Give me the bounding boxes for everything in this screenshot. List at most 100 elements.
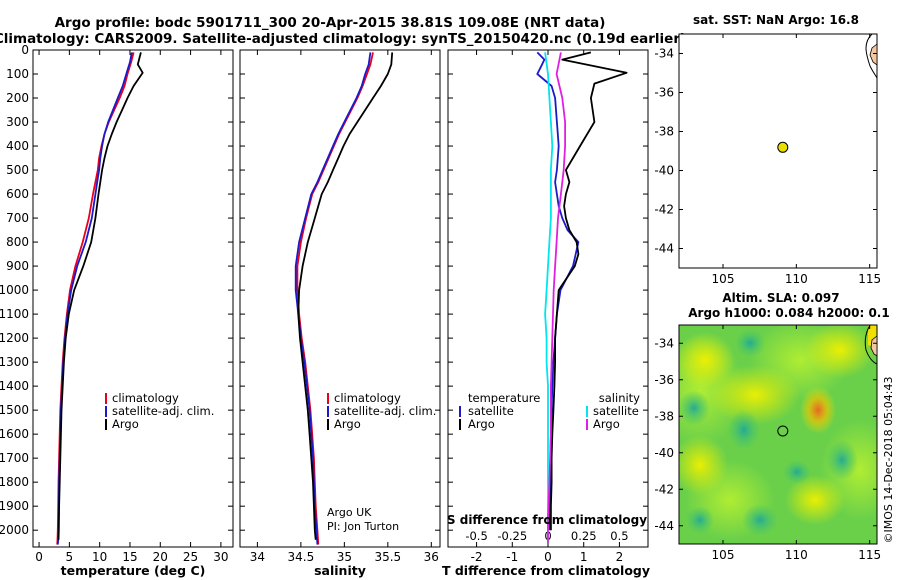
- x-tick-label: 15: [122, 550, 137, 564]
- s-tick-label: 0.25: [571, 529, 597, 543]
- sla-map-frame: [678, 324, 878, 545]
- legend-label-argo: Argo: [334, 417, 361, 431]
- series-line-satellite: [294, 52, 372, 545]
- series-line-argo: [297, 52, 394, 540]
- x-tick-label: 2: [616, 550, 624, 564]
- salinity-plot-frame: [239, 49, 441, 548]
- difference-panel: -2 -1 0 1 2 -0.5 -0.25 0 0.25 0.5 T difference f…: [442, 49, 650, 578]
- temperature-series: [56, 52, 144, 545]
- map-y-tick-label: -40: [654, 164, 674, 178]
- map-y-tick-label: -36: [654, 86, 674, 100]
- sla-map-title-line2: Argo h1000: 0.084 h2000: 0.1: [688, 306, 889, 320]
- map-y-tick-label: -42: [654, 482, 674, 496]
- map-y-tick-label: -42: [654, 203, 674, 217]
- legend-label-s-satellite: satellite: [593, 404, 639, 418]
- figure-title-line1: Argo profile: bodc 5901711_300 20-Apr-20…: [55, 15, 606, 31]
- depth-tick-label: 500: [6, 163, 29, 177]
- pi-annotation-line2: PI: Jon Turton: [327, 520, 399, 533]
- map-y-tick-label: -34: [654, 336, 674, 350]
- map-x-tick-label: 115: [858, 272, 881, 286]
- depth-tick-label: 300: [6, 115, 29, 129]
- difference-secondary-axis: -0.5 -0.25 0 0.25 0.5: [465, 529, 628, 543]
- map-y-tick-label: -38: [654, 409, 674, 423]
- depth-tick-label: 200: [6, 91, 29, 105]
- depth-tick-label: 1600: [0, 427, 29, 441]
- map-y-tick-label: -34: [654, 47, 674, 61]
- sla-float-marker: [777, 425, 789, 437]
- depth-tick-label: 600: [6, 187, 29, 201]
- map-y-tick-label: -40: [654, 446, 674, 460]
- x-tick-label: 30: [213, 550, 228, 564]
- figure-title-line2: Climatology: CARS2009. Satellite-adjuste…: [0, 31, 686, 47]
- temperature-legend: climatology satellite-adj. clim. Argo: [105, 391, 214, 431]
- sst-map-frame: [678, 33, 878, 269]
- depth-tick-label: 1500: [0, 403, 29, 417]
- legend-label-satellite: satellite-adj. clim.: [112, 404, 214, 418]
- x-tick-label: 25: [183, 550, 198, 564]
- depth-tick-label: 1900: [0, 499, 29, 513]
- depth-tick-label: 1100: [0, 307, 29, 321]
- legend-label-climatology: climatology: [112, 391, 179, 405]
- legend-label-t-satellite: satellite: [468, 404, 514, 418]
- pi-annotation-line1: Argo UK: [327, 506, 372, 519]
- x-tick-label: 1: [580, 550, 588, 564]
- x-tick-label: -1: [506, 550, 518, 564]
- series-line-s_argo: [547, 52, 566, 543]
- depth-tick-label: 2000: [0, 523, 29, 537]
- s-tick-label: 0.5: [610, 529, 628, 543]
- sst-float-marker: [777, 141, 789, 153]
- salinity-x-label: salinity: [314, 563, 366, 578]
- x-tick-label: 20: [153, 550, 168, 564]
- s-tick-label: -0.25: [497, 529, 527, 543]
- s-difference-label: S difference from climatology: [447, 513, 647, 527]
- depth-tick-label: 400: [6, 139, 29, 153]
- depth-tick-label: 700: [6, 211, 29, 225]
- depth-tick-label: 1300: [0, 355, 29, 369]
- x-tick-label: 34: [250, 550, 265, 564]
- depth-tick-label: 0: [21, 43, 29, 57]
- depth-tick-label: 800: [6, 235, 29, 249]
- temperature-x-axis: 0 5 10 15 20 25 30: [33, 49, 233, 564]
- imos-credit: ©IMOS 14-Dec-2018 05:04:43: [882, 377, 895, 544]
- legend-label-argo: Argo: [112, 417, 139, 431]
- depth-axis-ticks: 0 100 200 300 400 500 600 700 800 900 1000 1100 1200…: [0, 43, 29, 537]
- x-tick-label: 35.5: [374, 550, 401, 564]
- legend-header-temperature: temperature: [468, 391, 540, 405]
- map-x-tick-label: 105: [712, 272, 735, 286]
- legend-header-salinity: salinity: [599, 391, 640, 405]
- x-tick-label: 0: [544, 550, 552, 564]
- legend-label-satellite: satellite-adj. clim.: [334, 404, 436, 418]
- series-line-t_argo: [550, 51, 628, 531]
- x-tick-label: 5: [66, 550, 74, 564]
- temperature-x-label: temperature (deg C): [61, 563, 206, 578]
- legend-label-climatology: climatology: [334, 391, 401, 405]
- legend-label-s-argo: Argo: [593, 417, 620, 431]
- series-line-s_satellite: [544, 52, 554, 543]
- depth-tick-label: 1000: [0, 283, 29, 297]
- series-line-argo: [57, 52, 144, 540]
- map-x-tick-label: 110: [785, 272, 808, 286]
- x-tick-label: 10: [92, 550, 107, 564]
- map-y-tick-label: -38: [654, 125, 674, 139]
- difference-legend: temperature salinity satellite Argo sate…: [459, 391, 640, 431]
- sla-map-panel: Altim. SLA: 0.097 Argo h1000: 0.084 h200…: [654, 291, 889, 562]
- map-y-tick-label: -44: [654, 519, 674, 533]
- temperature-plot-frame: [32, 49, 234, 548]
- sst-map-axes: 105 110 115 -34 -36 -38 -40 -42 -44: [654, 34, 881, 286]
- sla-map-axes: 105 110 115 -34 -36 -38 -40 -42 -44: [654, 325, 881, 562]
- sst-map-panel: sat. SST: NaN Argo: 16.8 105 110 115 -34 -36…: [654, 13, 881, 286]
- map-x-tick-label: 110: [785, 548, 808, 562]
- map-x-tick-label: 115: [858, 548, 881, 562]
- depth-tick-label: 1200: [0, 331, 29, 345]
- salinity-x-axis: 34 34.5 35 35.5 36: [240, 49, 440, 564]
- salinity-legend: climatology satellite-adj. clim. Argo: [327, 391, 436, 431]
- difference-series: [536, 51, 628, 543]
- x-tick-label: 36: [424, 550, 439, 564]
- difference-x-axis: -2 -1 0 1 2: [448, 49, 648, 564]
- sst-coastline: [865, 33, 878, 79]
- salinity-series: [294, 52, 394, 545]
- salinity-panel: 34 34.5 35 35.5 36 salinity climatology sate…: [239, 49, 441, 578]
- x-tick-label: 35: [337, 550, 352, 564]
- depth-tick-label: 100: [6, 67, 29, 81]
